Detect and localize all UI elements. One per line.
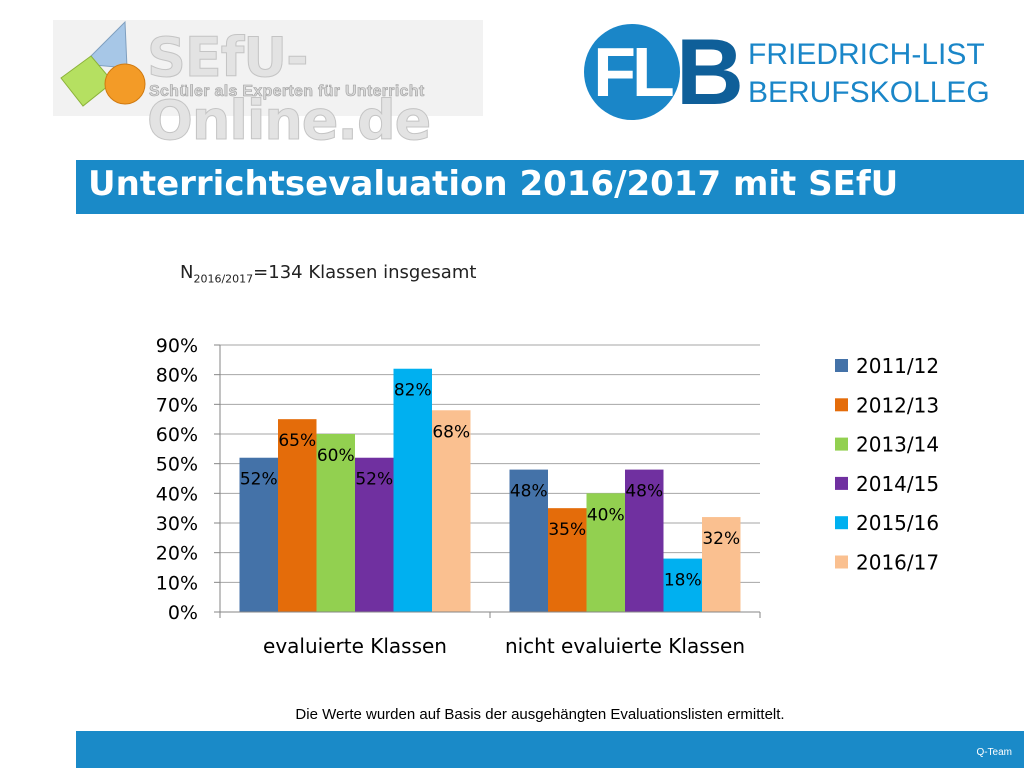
data-label: 52% [355,470,393,490]
y-tick-label: 40% [156,483,198,505]
flb-logo-name-line2: BERUFSKOLLEG [748,76,990,109]
bar [355,457,394,612]
y-tick-label: 90% [156,335,198,357]
subtitle-suffix: =134 Klassen insgesamt [253,262,477,283]
flb-logo: FL B FRIEDRICH-LIST BERUFSKOLLEG [584,22,1004,122]
bar [393,368,432,612]
chart-legend: 2011/12 2012/13 2013/14 2014/15 2015/16 2016/… [835,354,939,575]
legend-label: 2014/15 [856,472,939,496]
data-label: 60% [317,446,355,466]
y-tick-label: 70% [156,394,198,416]
y-tick-label: 50% [156,454,198,476]
legend-swatch [835,398,848,412]
data-label: 48% [625,482,663,502]
bar-chart: 52%65%60%52%82%68%48%35%40%48%18%32% 0%1… [156,335,939,658]
y-tick-label: 80% [156,365,198,387]
y-tick-label: 30% [156,513,198,535]
data-label: 48% [510,482,548,502]
bar [702,517,741,612]
legend-label: 2015/16 [856,511,939,535]
footnote: Die Werte wurden auf Basis der ausgehäng… [295,706,785,723]
data-label: 35% [548,520,586,540]
y-tick-label: 0% [168,602,198,624]
chart-data-labels: 52%65%60%52%82%68%48%35%40%48%18%32% [240,381,740,591]
x-category-label: evaluierte Klassen [263,634,447,658]
sefu-logo-shapes-icon [60,20,146,107]
bar [509,469,548,612]
y-tick-label: 20% [156,543,198,565]
subtitle-subscript: 2016/2017 [193,272,254,286]
bar [548,508,587,612]
data-label: 52% [240,470,278,490]
sefu-logo-slogan: Schüler als Experten für Unterricht [149,83,425,101]
data-label: 68% [432,422,470,442]
page-title: Unterrichtsevaluation 2016/2017 mit SEfU [88,164,899,204]
flb-logo-initials: FL [584,24,680,120]
y-tick-label: 60% [156,424,198,446]
legend-label: 2016/17 [856,551,939,575]
sefu-logo-title: SEfU-Online.de [147,26,432,153]
flb-logo-name: FRIEDRICH-LIST BERUFSKOLLEG [748,36,990,112]
chart-axes: 0% 10% 20% 30% 40% 50% 60% 70% 80% 90% evaluierte … [156,335,761,658]
bar [316,434,355,612]
x-category-label: nicht evaluierte Klassen [505,634,745,658]
legend-label: 2013/14 [856,433,939,457]
bar [586,493,625,612]
sefu-logo: SEfU-Online.de Schüler als Experten für … [53,20,483,153]
data-label: 32% [702,529,740,549]
flb-logo-name-line1: FRIEDRICH-LIST [748,38,985,71]
footer-label: Q-Team [976,747,1012,758]
bar [663,558,702,612]
legend-label: 2011/12 [856,354,939,378]
subtitle-prefix: N [180,262,194,283]
legend-swatch [835,555,848,569]
chart-bars [239,368,741,612]
bar [625,469,664,612]
legend-swatch [835,516,848,530]
flb-logo-letter: B [676,19,744,124]
chart-subtitle: N2016/2017=134 Klassen insgesamt [180,262,476,286]
y-tick-label: 10% [156,572,198,594]
bar [278,419,317,612]
data-label: 82% [394,381,432,401]
legend-label: 2012/13 [856,393,939,417]
footer-bar: Q-Team [76,731,1024,768]
data-label: 40% [587,505,625,525]
legend-swatch [835,359,848,372]
data-label: 18% [664,571,702,591]
bar [432,410,471,612]
legend-swatch [835,437,848,451]
legend-swatch [835,476,848,490]
title-bar: Unterrichtsevaluation 2016/2017 mit SEfU [76,160,1024,214]
data-label: 65% [278,431,316,451]
bar [239,457,278,612]
